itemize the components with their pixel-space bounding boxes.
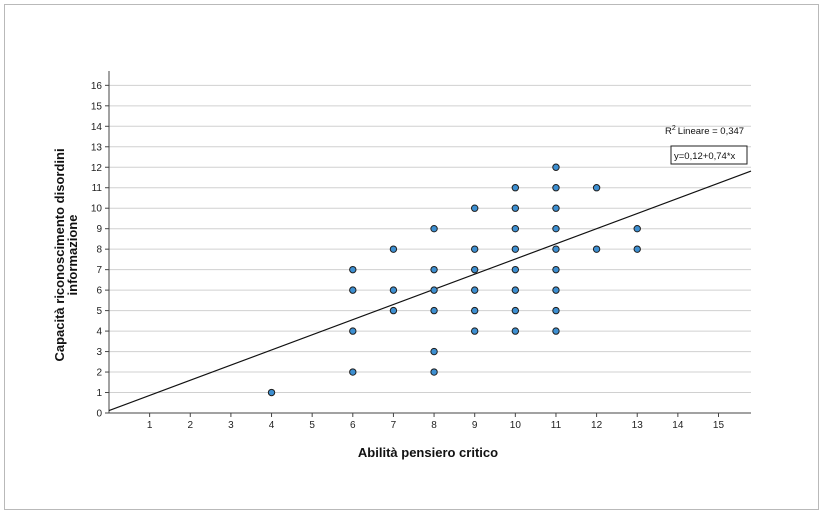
- x-tick-label: 7: [391, 420, 397, 431]
- y-tick-label: 13: [91, 142, 103, 153]
- equation-box: [670, 145, 748, 165]
- data-point: [470, 327, 479, 335]
- y-axis-title-line-2: informazione: [65, 215, 80, 296]
- y-tick-label: 8: [96, 245, 102, 256]
- y-tick-label: 5: [96, 306, 102, 317]
- y-tick-label: 0: [96, 409, 102, 420]
- x-tick-label: 15: [713, 420, 725, 431]
- data-point: [552, 306, 560, 315]
- data-point: [633, 224, 641, 233]
- y-tick-label: 12: [91, 163, 103, 174]
- y-axis-title: Capacità riconoscimento disordini inform…: [52, 148, 80, 361]
- x-tick-label: 9: [472, 420, 478, 431]
- y-tick-label: 16: [91, 81, 103, 92]
- y-tick-label: 1: [96, 388, 102, 399]
- data-point: [592, 184, 601, 192]
- chart-frame: [4, 4, 819, 510]
- equation-label: y=0,12+0,74*x: [674, 151, 736, 162]
- x-tick-label: 1: [147, 420, 153, 431]
- data-point: [552, 163, 560, 171]
- x-tick-label: 11: [551, 420, 562, 431]
- data-point: [511, 286, 520, 294]
- data-point: [633, 245, 641, 253]
- data-point: [552, 327, 560, 335]
- data-point: [470, 286, 479, 294]
- data-point: [511, 245, 520, 253]
- data-point: [511, 265, 520, 274]
- data-point: [349, 368, 357, 376]
- data-point: [349, 286, 357, 294]
- fit-line: [108, 170, 752, 412]
- y-tick-label: 14: [91, 122, 103, 133]
- data-point: [430, 286, 438, 294]
- data-point: [552, 184, 560, 192]
- data-point: [470, 204, 479, 212]
- data-point: [267, 388, 276, 397]
- r-squared-label: R2 Lineare = 0,347: [665, 125, 744, 137]
- data-point: [470, 265, 479, 274]
- data-point: [470, 306, 479, 315]
- x-tick-label: 5: [309, 420, 315, 431]
- x-tick-label: 12: [591, 420, 603, 431]
- data-point: [430, 265, 438, 274]
- y-tick-label: 3: [96, 347, 102, 358]
- x-tick-label: 3: [228, 420, 234, 431]
- grid-lines: [109, 84, 751, 414]
- x-axis-title: Abilità pensiero critico: [358, 445, 498, 460]
- x-tick-label: 4: [269, 420, 275, 431]
- r-squared-text: Lineare = 0,347: [678, 126, 744, 137]
- data-point: [552, 224, 560, 233]
- data-point: [430, 368, 438, 376]
- x-tick-label: 10: [510, 420, 522, 431]
- y-tick-label: 15: [91, 101, 103, 112]
- y-tick-label: 2: [96, 368, 102, 379]
- data-point: [511, 327, 520, 335]
- r-squared-prefix: R: [665, 126, 672, 137]
- data-point: [430, 306, 438, 315]
- data-points: [267, 163, 641, 397]
- x-tick-label: 2: [187, 420, 193, 431]
- data-point: [552, 265, 560, 274]
- data-point: [389, 306, 398, 315]
- x-tick-label: 6: [350, 420, 356, 431]
- x-tick-label: 13: [632, 420, 644, 431]
- data-point: [511, 204, 520, 212]
- r-squared-sup: 2: [672, 125, 676, 132]
- data-point: [592, 245, 601, 253]
- data-point: [430, 224, 438, 233]
- y-tick-label: 9: [96, 224, 102, 235]
- x-tick-label: 8: [431, 420, 437, 431]
- y-tick-label: 6: [96, 286, 102, 297]
- data-point: [349, 265, 357, 274]
- y-axis-title-line-1: Capacità riconoscimento disordini: [52, 148, 67, 361]
- data-point: [511, 306, 520, 315]
- y-tick-label: 4: [96, 327, 102, 338]
- data-point: [552, 245, 560, 253]
- data-point: [511, 184, 520, 192]
- data-point: [430, 347, 438, 356]
- x-tick-label: 14: [672, 420, 684, 431]
- data-point: [349, 327, 357, 335]
- data-point: [552, 286, 560, 294]
- data-point: [552, 204, 560, 212]
- fit-line-layer: [108, 170, 752, 412]
- data-point: [389, 286, 398, 294]
- data-point: [389, 245, 398, 253]
- data-point: [511, 224, 520, 233]
- y-tick-label: 10: [91, 204, 103, 215]
- y-tick-label: 11: [92, 183, 103, 194]
- data-point: [470, 245, 479, 253]
- y-tick-label: 7: [96, 265, 102, 276]
